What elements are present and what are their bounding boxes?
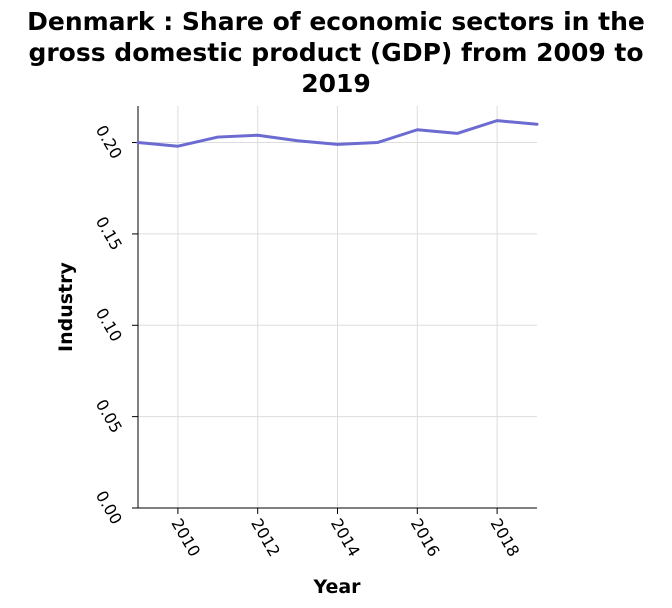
y-tick-label: 0.00 [92, 487, 126, 527]
x-tick-labels: 2010 2012 2014 2016 2018 [167, 515, 523, 560]
x-tick-label: 2010 [167, 515, 204, 560]
y-axis-title: Industry [55, 261, 77, 351]
y-tick-labels: 0.00 0.05 0.10 0.15 0.20 [92, 122, 126, 528]
x-tick-label: 2012 [247, 515, 284, 560]
y-tick-label: 0.20 [92, 122, 126, 162]
y-tick-label: 0.10 [92, 305, 126, 345]
y-tick-label: 0.15 [92, 213, 126, 253]
series-line [136, 119, 539, 148]
series-lines [136, 119, 539, 148]
x-tick-label: 2018 [487, 515, 524, 560]
x-axis-title: Year [312, 576, 361, 598]
axes [132, 106, 537, 514]
x-tick-label: 2014 [327, 515, 364, 560]
y-tick-label: 0.05 [92, 396, 126, 436]
x-tick-label: 2016 [407, 515, 444, 560]
chart-title: Denmark : Share of economic sectors in t… [27, 7, 645, 98]
grid [138, 106, 537, 509]
